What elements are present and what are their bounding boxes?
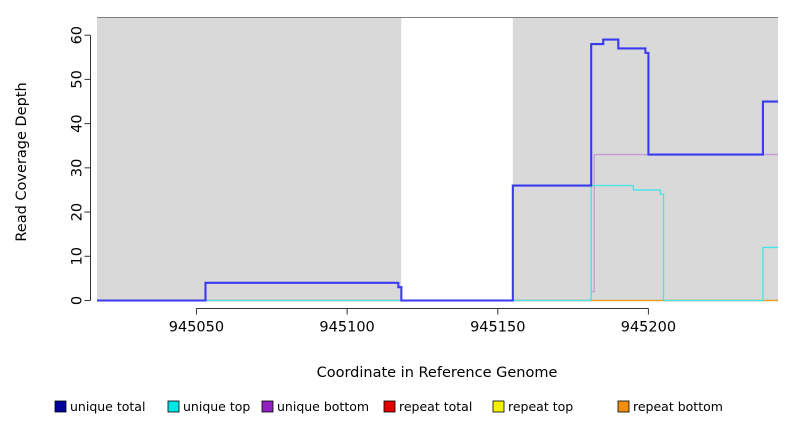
panel-region-gap-white [401,17,513,301]
legend-label-unique-top: unique top [183,399,250,414]
y-axis-title: Read Coverage Depth [14,82,30,241]
y-axis-tick-label: 60 [70,26,86,44]
x-axis-tick-label: 945050 [169,320,224,336]
legend-label-unique-total: unique total [70,399,145,414]
legend-swatch-repeat-bottom [617,400,630,413]
y-axis: 0 10 20 30 40 50 60 [70,26,91,305]
legend-swatch-repeat-top [492,400,505,413]
panel-region-shaded-right [512,17,778,301]
legend-label-repeat-top: repeat top [508,399,573,414]
x-axis-title: Coordinate in Reference Genome [317,365,558,381]
y-axis-tick-label: 0 [70,296,86,305]
y-axis-tick-label: 40 [70,114,86,132]
plot-panel-backgrounds [97,17,778,301]
panel-region-shaded-left [97,17,402,301]
legend-swatch-unique-bottom [261,400,274,413]
legend-swatch-unique-top [167,400,180,413]
legend-swatch-repeat-total [383,400,396,413]
y-axis-tick-label: 20 [70,203,86,221]
legend-label-unique-bottom: unique bottom [277,399,369,414]
chart-legend: unique total unique top unique bottom repea… [54,399,723,414]
x-axis: 945050 945100 945150 945200 [169,308,676,336]
legend-label-repeat-total: repeat total [399,399,472,414]
data-series-group [97,38,778,302]
x-axis-tick-label: 945100 [319,320,374,336]
y-axis-tick-label: 10 [70,247,86,265]
series-line-unique-top [97,184,778,302]
legend-swatch-unique-total [54,400,67,413]
y-axis-tick-label: 30 [70,159,86,177]
legend-label-repeat-bottom: repeat bottom [633,399,723,414]
y-axis-tick-label: 50 [70,70,86,88]
series-line-unique-total [97,38,778,302]
x-axis-tick-label: 945150 [470,320,525,336]
x-axis-tick-label: 945200 [621,320,676,336]
